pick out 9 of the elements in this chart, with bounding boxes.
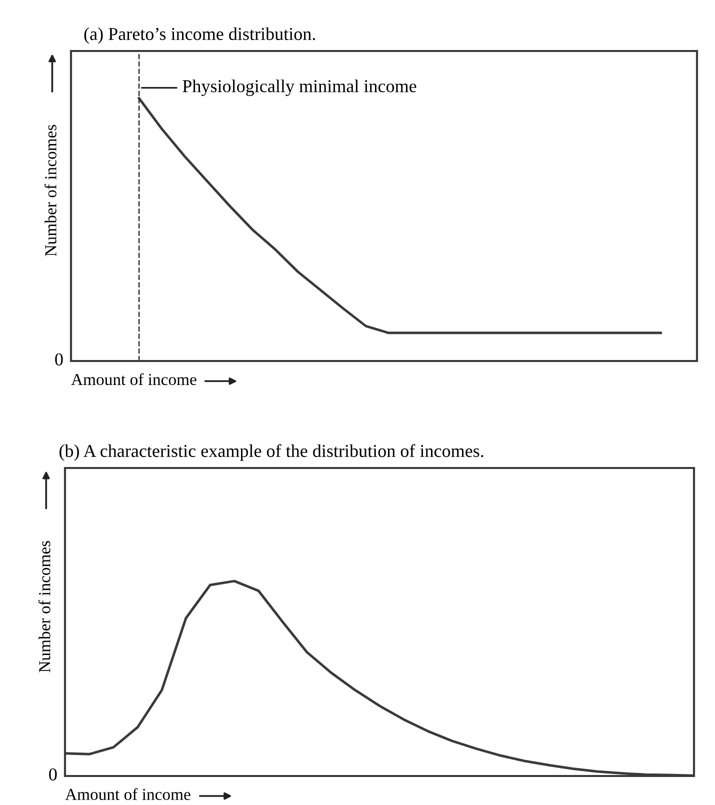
y-axis-title: Number of incomes [44,124,56,256]
x-axis-title: Amount of income [65,788,190,800]
y-axis-title: Number of incomes [38,541,50,672]
text: Physiologically minimal income [182,80,416,96]
text: 0 [55,353,63,366]
x-axis-title: Amount of income [71,373,196,386]
chart-title: (b) A characteristic example of the distribution of incomes. [60,444,484,461]
text: 0 [49,768,57,781]
chart-title: (a) Pareto’s income distribution. [84,27,315,44]
